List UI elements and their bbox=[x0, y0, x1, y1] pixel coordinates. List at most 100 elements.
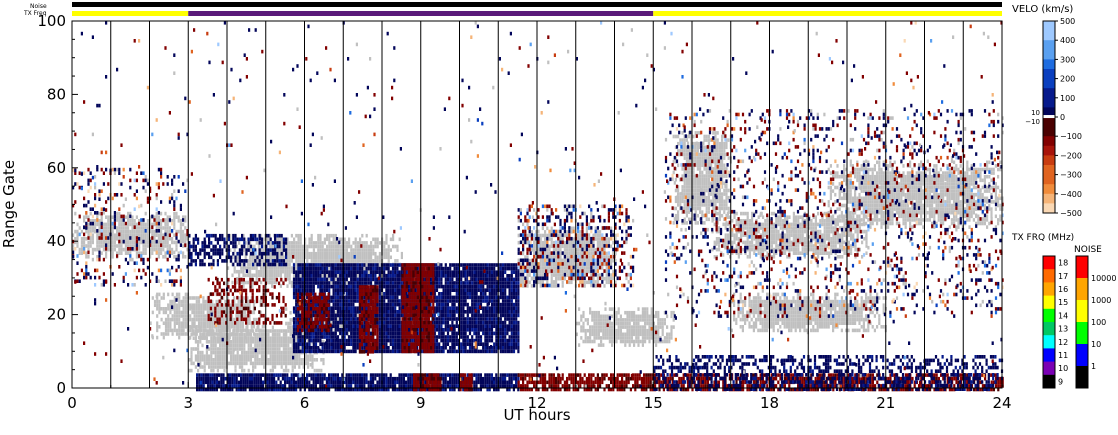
data-cell bbox=[211, 299, 214, 304]
data-cell bbox=[337, 255, 340, 260]
data-cell bbox=[843, 214, 846, 219]
data-cell bbox=[701, 210, 704, 214]
data-cell bbox=[156, 307, 159, 311]
data-cell bbox=[98, 211, 101, 216]
data-cell bbox=[847, 317, 850, 322]
data-cell bbox=[274, 361, 277, 366]
data-cell bbox=[856, 303, 859, 307]
data-cell bbox=[385, 233, 388, 238]
data-cell bbox=[713, 240, 716, 245]
data-cell bbox=[718, 206, 721, 211]
data-cell bbox=[860, 325, 863, 329]
data-cell bbox=[191, 317, 194, 322]
data-cell bbox=[241, 354, 244, 358]
data-cell bbox=[230, 361, 233, 366]
data-cell bbox=[116, 251, 119, 255]
data-cell bbox=[694, 152, 697, 157]
data-cell bbox=[285, 368, 288, 373]
data-cell bbox=[852, 244, 855, 248]
data-cell bbox=[160, 219, 163, 223]
data-cell bbox=[107, 229, 110, 234]
data-cell bbox=[363, 248, 366, 252]
data-cell bbox=[878, 178, 881, 183]
data-cell bbox=[937, 218, 940, 222]
data-cell bbox=[223, 325, 226, 330]
data-cell bbox=[361, 259, 364, 263]
data-cell bbox=[293, 358, 296, 362]
data-cell bbox=[242, 284, 245, 288]
data-cell bbox=[234, 336, 237, 340]
data-cell bbox=[214, 358, 217, 362]
data-cell bbox=[679, 149, 682, 153]
data-cell bbox=[917, 182, 920, 186]
data-cell bbox=[761, 317, 764, 322]
data-cell bbox=[193, 303, 196, 307]
data-cell bbox=[178, 325, 181, 329]
data-cell bbox=[812, 292, 815, 297]
data-cell bbox=[197, 347, 200, 351]
data-cell bbox=[166, 215, 169, 219]
data-cell bbox=[326, 255, 329, 260]
data-cell bbox=[900, 210, 903, 215]
data-cell bbox=[696, 159, 699, 164]
data-cell bbox=[271, 347, 274, 351]
data-cell bbox=[301, 244, 304, 249]
data-cell bbox=[107, 247, 110, 252]
data-cell bbox=[755, 240, 758, 245]
data-cell bbox=[690, 167, 693, 171]
data-cell bbox=[830, 219, 833, 223]
data-cell bbox=[699, 195, 702, 200]
data-cell bbox=[345, 244, 348, 249]
data-cell bbox=[367, 251, 370, 256]
data-cell bbox=[275, 262, 278, 267]
data-cell bbox=[707, 174, 710, 178]
data-cell bbox=[87, 255, 90, 259]
data-cell bbox=[204, 303, 207, 307]
data-cell bbox=[173, 310, 176, 315]
data-cell bbox=[98, 244, 101, 248]
data-cell bbox=[149, 229, 152, 234]
data-cell bbox=[683, 181, 686, 186]
data-cell bbox=[882, 182, 885, 186]
data-cell bbox=[204, 299, 207, 304]
data-cell bbox=[276, 361, 279, 366]
data-cell bbox=[285, 329, 288, 333]
data-cell bbox=[878, 160, 881, 165]
data-cell bbox=[190, 325, 193, 330]
data-cell bbox=[823, 229, 826, 234]
data-cell bbox=[712, 138, 715, 142]
data-cell bbox=[838, 196, 841, 201]
data-cell bbox=[707, 217, 710, 222]
data-cell bbox=[781, 321, 784, 325]
data-cell bbox=[854, 185, 857, 190]
data-cell bbox=[330, 233, 333, 238]
data-cell bbox=[843, 218, 846, 222]
data-cell bbox=[900, 207, 903, 211]
data-cell bbox=[247, 329, 250, 333]
data-cell bbox=[164, 332, 168, 336]
data-cell bbox=[300, 361, 303, 366]
data-cell bbox=[840, 321, 843, 325]
data-cell bbox=[746, 226, 749, 230]
data-cell bbox=[285, 321, 288, 326]
data-cell bbox=[246, 266, 249, 270]
data-cell bbox=[807, 317, 810, 322]
data-cell bbox=[80, 229, 83, 234]
data-cell bbox=[372, 248, 375, 252]
data-cell bbox=[871, 218, 874, 222]
data-cell bbox=[854, 171, 857, 175]
data-cell bbox=[89, 211, 92, 216]
data-cell bbox=[757, 296, 760, 300]
data-cell bbox=[718, 244, 721, 248]
data-cell bbox=[909, 207, 912, 211]
data-cell bbox=[175, 310, 179, 315]
data-cell bbox=[285, 307, 288, 311]
data-cell bbox=[286, 273, 289, 278]
data-cell bbox=[935, 178, 938, 183]
data-cell bbox=[157, 237, 160, 241]
data-cell bbox=[142, 226, 145, 230]
data-cell bbox=[276, 336, 279, 340]
data-cell bbox=[880, 221, 883, 226]
data-cell bbox=[692, 156, 695, 160]
data-cell bbox=[96, 237, 99, 241]
